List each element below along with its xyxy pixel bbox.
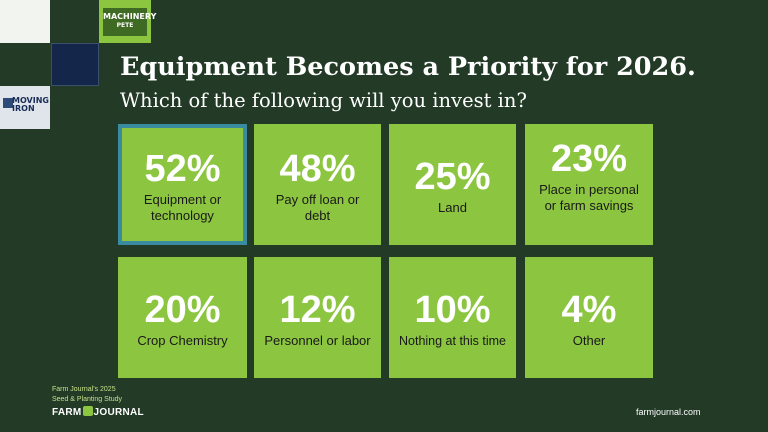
stat-label: Personnel or labor (264, 332, 371, 348)
footer-study-line1: Farm Journal's 2025 (52, 386, 116, 393)
footer-study-line2: Seed & Planting Study (52, 396, 123, 403)
decor-block-navy (51, 43, 99, 86)
stat-percent: 4% (561, 288, 617, 331)
stat-label: Crop Chemistry (137, 332, 228, 348)
stat-tile-other[interactable]: 4% Other (525, 257, 653, 378)
slide-subtitle: Which of the following will you invest i… (120, 89, 527, 112)
stat-percent: 23% (550, 138, 628, 180)
moving-iron-mark-icon (3, 98, 13, 108)
stat-label: Pay off loan or debt (275, 191, 360, 223)
stat-tile-pay-off-debt[interactable]: 48% Pay off loan or debt (254, 124, 381, 245)
machinery-pete-logo-badge: MACHINERY PETE (103, 8, 157, 36)
stat-tile-savings[interactable]: 23% Place in personal or farm savings (525, 124, 653, 245)
farm-journal-logo-left: FARM (52, 407, 82, 418)
decor-block-white (0, 0, 50, 43)
farm-journal-logo: FARM JOURNAL (52, 406, 144, 418)
stat-tile-equipment[interactable]: 52% Equipment or technology (118, 124, 247, 245)
stat-percent: 10% (414, 288, 491, 331)
stat-label: Other (572, 332, 606, 348)
stat-percent: 12% (279, 288, 356, 331)
machinery-pete-logo: MACHINERY PETE (99, 0, 157, 43)
stat-tile-personnel[interactable]: 12% Personnel or labor (254, 257, 381, 378)
moving-iron-line2: IRON (12, 104, 35, 113)
moving-iron-line1: MOVING (12, 96, 49, 105)
stat-label: Nothing at this time (399, 333, 506, 348)
stat-percent: 48% (279, 147, 356, 190)
stat-label: Equipment or technology (143, 191, 222, 223)
stat-tile-land[interactable]: 25% Land (389, 124, 516, 245)
stat-tile-crop-chemistry[interactable]: 20% Crop Chemistry (118, 257, 247, 378)
stat-percent: 25% (414, 155, 491, 198)
slide-title: Equipment Becomes a Priority for 2026. (120, 52, 696, 82)
machinery-pete-logo-line2: PETE (116, 22, 134, 29)
farm-journal-logo-right: JOURNAL (93, 407, 144, 418)
farm-journal-mark-icon (82, 406, 93, 416)
stat-tile-nothing[interactable]: 10% Nothing at this time (389, 257, 516, 378)
machinery-pete-logo-line1: MACHINERY (103, 12, 157, 21)
footer-url: farmjournal.com (636, 407, 701, 417)
stat-label: Land (438, 199, 467, 215)
footer-study-credit: Farm Journal's 2025 Seed & Planting Stud… (52, 385, 122, 405)
stat-percent: 20% (144, 288, 221, 331)
moving-iron-logo-text: MOVING IRON (12, 97, 49, 113)
stat-percent: 52% (144, 147, 221, 190)
stat-label: Place in personal or farm savings (539, 182, 639, 213)
moving-iron-logo: MOVING IRON (0, 86, 50, 129)
